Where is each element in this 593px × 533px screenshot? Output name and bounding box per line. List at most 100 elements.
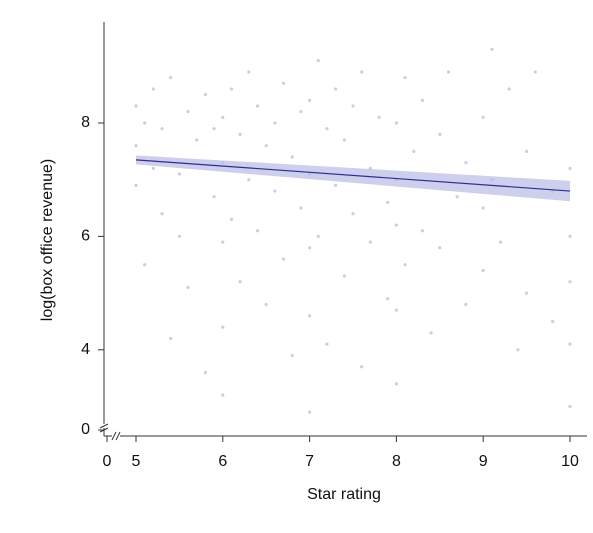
y-axis-label: log(box office revenue) (39, 159, 56, 321)
point (351, 212, 355, 216)
point (143, 263, 147, 267)
point (281, 81, 286, 85)
point (568, 342, 572, 346)
point (516, 348, 520, 352)
point (438, 246, 442, 250)
point (229, 87, 234, 91)
point (290, 353, 294, 358)
point (195, 138, 199, 142)
trend-line (135, 159, 571, 192)
point (568, 166, 572, 170)
point (186, 285, 190, 290)
point (403, 263, 407, 267)
y-tick-label: 4 (81, 341, 90, 358)
point (273, 189, 277, 193)
point (221, 325, 225, 329)
x-tick-label: 7 (305, 453, 314, 470)
point (151, 166, 155, 170)
point (351, 104, 355, 108)
point (360, 70, 364, 74)
point (134, 144, 138, 148)
point (455, 195, 459, 199)
y-tick-label: 6 (81, 228, 90, 245)
point (386, 297, 390, 301)
point (238, 280, 242, 284)
x-tick-label: 0 (103, 453, 112, 470)
point (412, 149, 416, 153)
point (420, 98, 425, 102)
point (394, 382, 398, 386)
point (255, 229, 260, 233)
point (160, 212, 164, 216)
point (533, 70, 537, 74)
point (394, 121, 398, 125)
point (186, 110, 190, 114)
point (316, 234, 320, 238)
point (464, 161, 468, 165)
point (151, 87, 155, 91)
point (308, 246, 312, 250)
point (143, 121, 147, 125)
point (212, 195, 216, 199)
point (221, 240, 225, 244)
x-tick-label: 5 (132, 453, 141, 470)
x-axis-label: Star rating (307, 486, 381, 503)
x-tick-label: 8 (392, 453, 401, 470)
point (525, 149, 529, 153)
point (551, 319, 555, 324)
point (481, 115, 485, 119)
point (334, 183, 338, 187)
x-tick-label: 10 (561, 453, 579, 470)
point (325, 342, 329, 346)
point (360, 365, 364, 369)
point (177, 234, 181, 238)
point (334, 87, 338, 91)
x-tick-label: 6 (218, 453, 227, 470)
point (342, 138, 346, 142)
point (386, 200, 390, 204)
point (394, 223, 398, 227)
point (281, 257, 286, 261)
point (229, 217, 234, 221)
point (308, 410, 312, 414)
point (438, 132, 442, 136)
point (255, 104, 260, 108)
point (203, 370, 208, 375)
point (429, 331, 433, 335)
point (507, 87, 511, 91)
point (308, 314, 312, 318)
axis-break (111, 431, 121, 441)
point (290, 155, 294, 159)
point (212, 127, 216, 131)
point (568, 404, 572, 409)
point (316, 59, 320, 63)
point (568, 234, 572, 238)
point (420, 229, 425, 233)
point (264, 302, 268, 307)
point (308, 98, 312, 102)
point (525, 291, 529, 295)
point (238, 132, 242, 136)
point (394, 308, 398, 312)
point (264, 144, 268, 148)
point (221, 393, 225, 397)
point (247, 178, 251, 182)
y-tick-label: 0 (81, 421, 90, 438)
point (203, 93, 208, 97)
confidence-band (136, 155, 570, 202)
point (377, 115, 381, 119)
point (160, 127, 164, 131)
point (169, 76, 173, 80)
point (247, 70, 251, 74)
point (481, 206, 485, 210)
point (342, 274, 346, 278)
point (403, 76, 407, 80)
point (177, 172, 181, 176)
point (134, 104, 138, 108)
point (273, 121, 277, 125)
y-tick-label: 8 (81, 114, 90, 131)
point (446, 70, 451, 74)
point (325, 127, 329, 131)
point (568, 280, 572, 284)
